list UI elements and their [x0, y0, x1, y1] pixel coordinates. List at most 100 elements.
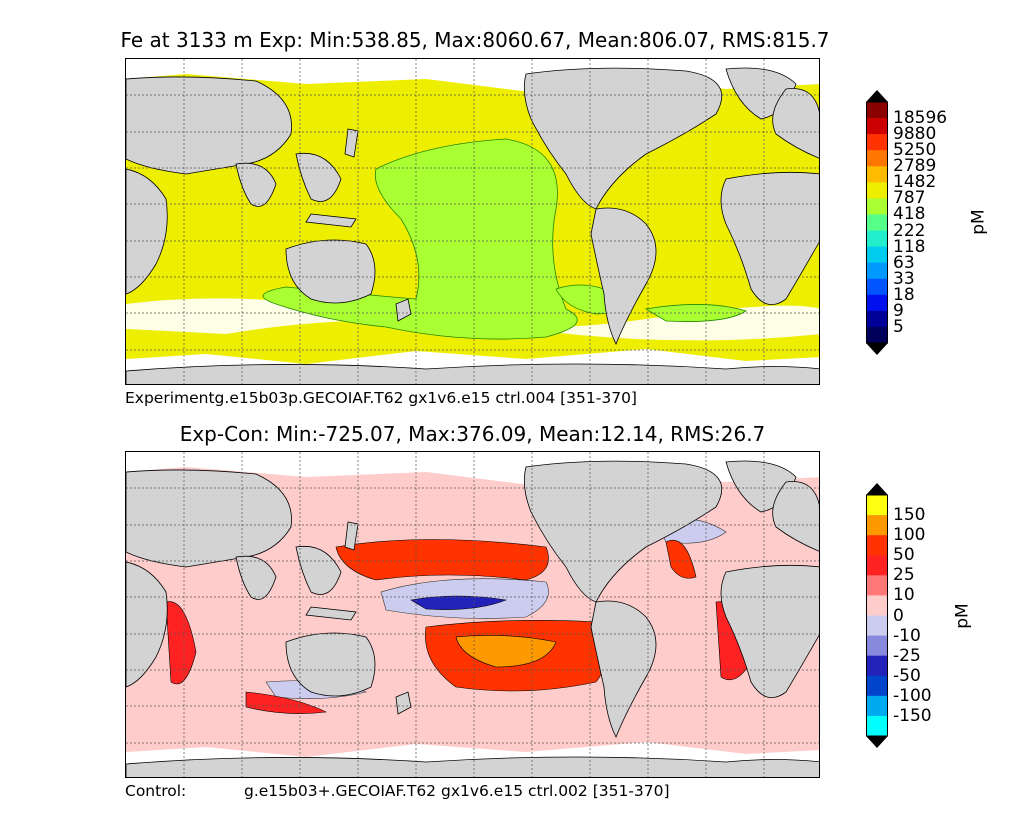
- bottom-map-caption-right: g.e15b03+.GECOIAF.T62 gx1v6.e15 ctrl.002…: [244, 782, 670, 800]
- positive-anomaly-north-pacific: [335, 539, 549, 581]
- bottom-colorbar-segment: [866, 575, 888, 596]
- indonesia: [305, 213, 357, 228]
- bottom-colorbar-tick-label: 100: [893, 525, 926, 546]
- top-map-caption: Experimentg.e15b03p.GECOIAF.T62 gx1v6.e1…: [125, 389, 637, 407]
- top-colorbar-tick-label: 2789: [893, 156, 937, 177]
- top-map-canvas: [126, 59, 819, 384]
- bottom-colorbar-segment: [866, 655, 888, 677]
- bottom-colorbar-unit: pM: [952, 603, 973, 629]
- bottom-colorbar-segment: [866, 635, 888, 657]
- europe-east: [772, 481, 819, 552]
- top-colorbar-segment: [866, 214, 888, 232]
- bottom-colorbar-tick-label: -25: [893, 645, 921, 666]
- top-colorbar-tick-label: 18: [893, 284, 915, 305]
- bottom-colorbar-segment: [866, 715, 888, 737]
- top-colorbar-tick-label: 18596: [893, 108, 948, 129]
- africa: [720, 564, 819, 699]
- pacific-418-contour: [262, 138, 578, 340]
- south-america: [590, 207, 657, 345]
- top-colorbar-tick-label: 9: [893, 300, 904, 321]
- top-colorbar-ramp: [866, 90, 888, 355]
- indonesia: [305, 606, 357, 621]
- top-colorbar-segment: [866, 230, 888, 248]
- positive-anomaly-southern: [245, 691, 328, 714]
- top-colorbar-tick-label: 33: [893, 268, 915, 289]
- top-colorbar-unit: pM: [968, 209, 989, 235]
- negative-anomaly-core: [410, 595, 508, 610]
- india: [235, 555, 277, 600]
- bottom-colorbar-segment: [866, 695, 888, 717]
- land-masses: [126, 460, 819, 777]
- top-colorbar-tick-label: 787: [893, 188, 926, 209]
- bottom-colorbar-tick-label: 150: [893, 505, 926, 526]
- north-america: [523, 67, 722, 210]
- top-colorbar-segment: [866, 294, 888, 312]
- bottom-colorbar-tick-label: -10: [893, 625, 921, 646]
- positive-anomaly-indian: [165, 601, 197, 685]
- top-colorbar-segment: [866, 118, 888, 135]
- graticule: [126, 59, 819, 384]
- bottom-colorbar-tick-label: 50: [893, 545, 915, 566]
- asia-west: [126, 469, 292, 568]
- southeast-asia: [295, 545, 342, 595]
- australia: [285, 239, 376, 304]
- bottom-colorbar-frame: [866, 494, 888, 737]
- top-colorbar-tick-label: 5: [893, 316, 904, 337]
- graticule: [126, 452, 819, 777]
- bottom-colorbar-segment: [866, 675, 888, 697]
- bottom-colorbar-tick-label: 0: [893, 605, 904, 626]
- top-colorbar-segment: [866, 310, 888, 328]
- bottom-map-title: Exp-Con: Min:-725.07, Max:376.09, Mean:1…: [179, 422, 766, 446]
- top-colorbar-segment: [866, 326, 888, 344]
- bottom-map: [125, 451, 820, 778]
- europe-east: [772, 88, 819, 159]
- top-colorbar-frame: [866, 101, 888, 344]
- south-america: [590, 600, 657, 738]
- top-colorbar-segment: [866, 166, 888, 183]
- top-colorbar-segment: [866, 150, 888, 167]
- bottom-colorbar-tick-label: -100: [893, 685, 932, 706]
- top-colorbar-tick-label: 1482: [893, 172, 937, 193]
- bottom-colorbar: [866, 483, 888, 752]
- japan: [344, 521, 359, 551]
- new-zealand: [395, 691, 412, 715]
- bottom-colorbar-tick-label: 25: [893, 565, 915, 586]
- top-colorbar-segment: [866, 278, 888, 296]
- top-colorbar-segment: [866, 182, 888, 199]
- new-zealand: [395, 298, 412, 322]
- bottom-colorbar-tick-label: -50: [893, 665, 921, 686]
- africa-west: [126, 561, 168, 688]
- top-colorbar-tick-label: 5250: [893, 140, 937, 161]
- africa: [720, 171, 819, 306]
- bottom-colorbar-segment: [866, 615, 888, 637]
- bottom-map-caption-left: Control:: [125, 782, 187, 800]
- antarctica: [126, 363, 819, 384]
- top-map-title: Fe at 3133 m Exp: Min:538.85, Max:8060.6…: [120, 28, 830, 52]
- antarctica: [126, 756, 819, 777]
- bottom-colorbar-ramp: [866, 483, 888, 748]
- top-colorbar-segment: [866, 198, 888, 215]
- southeast-asia: [295, 152, 342, 202]
- top-colorbar-tick-label: 9880: [893, 124, 937, 145]
- top-colorbar-segment: [866, 102, 888, 119]
- arctic-region: [126, 452, 819, 487]
- bottom-colorbar-segment: [866, 535, 888, 556]
- top-colorbar-segment: [866, 134, 888, 151]
- top-map: [125, 58, 820, 385]
- india: [235, 162, 277, 207]
- bottom-colorbar-segment: [866, 595, 888, 616]
- top-colorbar-tick-label: 222: [893, 220, 926, 241]
- top-colorbar-tick-label: 418: [893, 204, 926, 225]
- top-colorbar-tick-label: 63: [893, 252, 915, 273]
- bottom-map-canvas: [126, 452, 819, 777]
- land-masses: [126, 67, 819, 384]
- bottom-colorbar-segment: [866, 515, 888, 536]
- bottom-colorbar-segment: [866, 555, 888, 576]
- top-colorbar-over-triangle: [866, 90, 888, 102]
- top-colorbar-under-triangle: [866, 343, 888, 355]
- bottom-colorbar-tick-label: 10: [893, 585, 915, 606]
- bottom-colorbar-over-triangle: [866, 483, 888, 495]
- arctic-region: [126, 59, 819, 94]
- bottom-colorbar-segment: [866, 495, 888, 516]
- africa-west: [126, 168, 168, 295]
